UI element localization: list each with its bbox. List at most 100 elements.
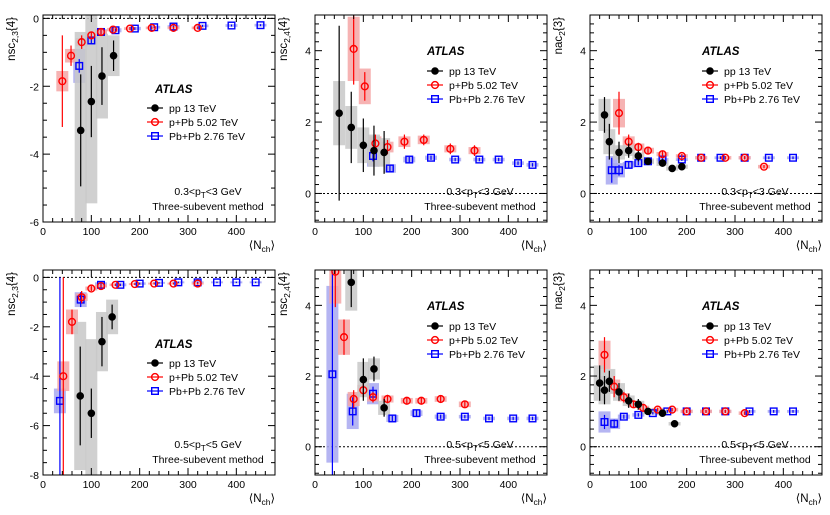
ppb-point <box>446 144 455 153</box>
pp-point <box>347 278 356 287</box>
pbpb-point <box>706 350 715 359</box>
pbpb-point <box>135 279 144 288</box>
method-label: Three-subevent method <box>699 454 811 466</box>
y-axis-label-tail: {4} <box>278 272 290 286</box>
cut-label-sub: T <box>201 444 206 453</box>
y-tick-label: 4 <box>305 46 311 58</box>
pbpb-point <box>388 414 397 423</box>
x-tick-label: 400 <box>228 479 246 491</box>
legend: pp 13 TeV p+Pb 5.02 TeV Pb+Pb 2.76 TeV <box>702 66 800 106</box>
pbpb-point <box>485 414 494 423</box>
y-axis-label-main: nsc <box>6 298 18 316</box>
x-tick-label: 0 <box>40 479 46 491</box>
pp-point <box>108 313 116 321</box>
pbpb-point <box>624 160 633 169</box>
pbpb-point <box>232 278 241 287</box>
legend-label: Pb+Pb 2.76 TeV <box>449 94 525 106</box>
pp-point <box>644 407 652 416</box>
pbpb-point <box>769 407 778 416</box>
cut-label-b: <3 GeV <box>753 186 789 198</box>
cut-label-sub: T <box>473 444 478 453</box>
ppb-point <box>619 393 628 402</box>
y-tick-label: -2 <box>30 81 39 93</box>
pbpb-point <box>789 153 798 162</box>
cut-label-sub: T <box>748 444 753 453</box>
x-tick-label: 300 <box>179 479 197 491</box>
x-axis-label-sub: ch <box>262 497 271 507</box>
legend-label: pp 13 TeV <box>169 358 216 370</box>
pp-point <box>595 379 604 387</box>
x-axis-label-sub: ch <box>809 244 818 254</box>
pbpb-point <box>174 278 183 287</box>
ppb-point <box>705 80 715 90</box>
pp-point <box>605 137 614 146</box>
x-tick-label: 300 <box>179 226 197 238</box>
pbpb-point <box>427 153 436 162</box>
pbpb-point <box>451 155 460 164</box>
data-layer <box>333 15 539 201</box>
ppb-point <box>169 279 178 288</box>
pp-point <box>98 72 106 80</box>
ppb-point <box>368 393 378 402</box>
pp-point <box>359 141 368 150</box>
ppb-point <box>417 396 426 405</box>
ppb-point <box>58 77 67 86</box>
pp-point <box>634 400 643 409</box>
pbpb-point <box>764 153 773 162</box>
x-axis-label: ⟨Nch⟩ <box>521 239 547 254</box>
x-tick-label: 100 <box>83 479 101 491</box>
x-tick-label: 100 <box>630 479 648 491</box>
pp-point <box>624 396 633 405</box>
ppb-point <box>430 80 440 90</box>
y-axis-label-sub: 2,3 <box>10 31 20 43</box>
pp-point <box>370 146 378 155</box>
legend-label: pp 13 TeV <box>449 321 496 333</box>
cut-label: 0.5<pT<5 GeV <box>446 439 513 453</box>
pp-point <box>76 392 85 400</box>
legend-label: pp 13 TeV <box>449 66 496 78</box>
y-tick-label: -6 <box>30 217 39 229</box>
ppb-point <box>658 150 667 159</box>
y-axis-label-tail: {4} <box>6 17 18 31</box>
ppb-point <box>111 280 120 289</box>
cut-label-b: <5 GeV <box>206 439 242 451</box>
y-axis-label-tail: {3} <box>553 17 565 31</box>
y-tick-label: 0 <box>33 13 39 25</box>
pp-point <box>98 337 106 346</box>
pp-point <box>370 365 378 373</box>
pp-point <box>658 159 667 167</box>
pp-point <box>600 386 609 394</box>
y-tick-label: 0 <box>33 272 39 284</box>
cut-label-b: <5 GeV <box>478 439 514 451</box>
x-axis-label-main: ⟨N <box>521 492 534 505</box>
ppb-point <box>77 38 86 47</box>
x-axis-label-main: ⟨N <box>796 239 809 252</box>
y-tick-label: 4 <box>305 300 311 312</box>
x-tick-label: 100 <box>83 226 101 238</box>
ppb-point <box>634 142 643 152</box>
x-axis-label-main: ⟨N <box>249 239 262 252</box>
pbpb-point <box>348 407 357 416</box>
pbpb-point <box>328 370 337 379</box>
legend-label: Pb+Pb 2.76 TeV <box>169 386 245 398</box>
pp-point <box>706 67 714 75</box>
y-tick-label: -8 <box>30 470 39 482</box>
x-tick-label: 200 <box>131 479 149 491</box>
x-axis-label-tail: ⟩ <box>543 492 548 505</box>
pbpb-point <box>706 94 715 103</box>
x-tick-label: 400 <box>775 479 793 491</box>
pbpb-point <box>154 278 163 287</box>
pp-point <box>151 104 159 112</box>
ppb-point <box>150 279 159 288</box>
pp-point <box>87 409 96 418</box>
ppb-point <box>697 153 706 162</box>
method-label: Three-subevent method <box>424 454 536 466</box>
pbpb-point <box>475 155 484 164</box>
y-tick-label: 2 <box>580 371 586 383</box>
legend-label: p+Pb 5.02 TeV <box>449 335 518 347</box>
y-tick-label: 0 <box>580 442 586 454</box>
legend: pp 13 TeV p+Pb 5.02 TeV Pb+Pb 2.76 TeV <box>702 321 800 361</box>
ppb-point <box>96 27 106 37</box>
data-layer <box>598 91 799 185</box>
pbpb-point <box>385 164 394 173</box>
